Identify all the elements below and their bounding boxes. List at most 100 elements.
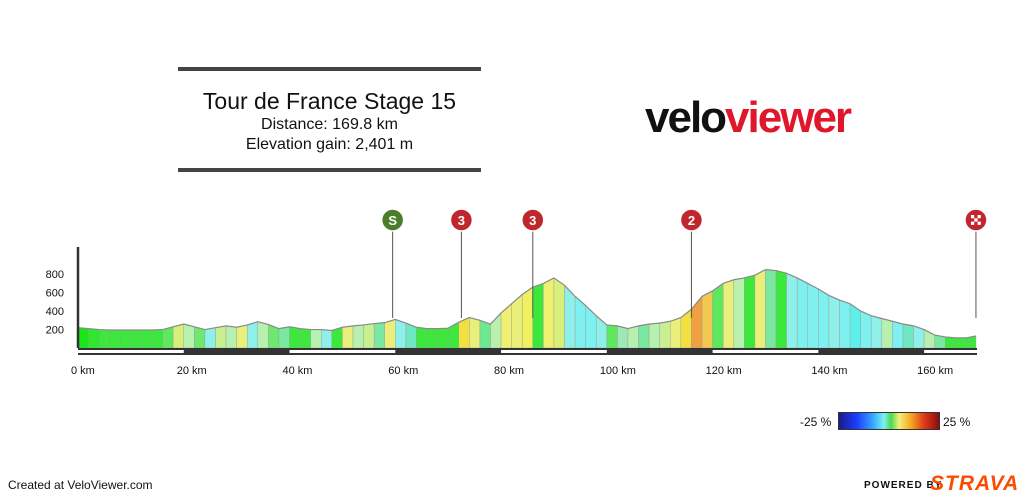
profile-segment <box>321 329 333 349</box>
profile-segment <box>606 324 618 349</box>
profile-segment <box>98 329 110 349</box>
marker-label: 3 <box>458 213 465 228</box>
x-tick-label: 60 km <box>388 365 418 377</box>
marker-label: 2 <box>688 213 695 228</box>
logo-part-viewer: viewer <box>725 93 852 142</box>
profile-segment <box>162 326 174 349</box>
profile-segment <box>617 325 629 349</box>
checker-square <box>977 221 981 225</box>
x-axis-segment <box>78 350 184 353</box>
profile-segment <box>797 277 808 349</box>
profile-segment <box>754 269 766 349</box>
elevation-gain-label: Elevation gain: 2,401 m <box>245 136 414 153</box>
veloviewer-logo: veloviewer <box>645 93 852 143</box>
profile-segment <box>871 315 883 349</box>
profile-segment <box>426 328 438 349</box>
legend-high-label: 25 % <box>943 415 971 429</box>
profile-segment <box>860 310 872 349</box>
profile-segment <box>733 277 745 349</box>
profile-segment <box>775 270 787 349</box>
profile-segment <box>765 269 777 349</box>
profile-segment <box>77 327 89 349</box>
profile-segment <box>680 308 692 349</box>
profile-segment <box>585 305 597 349</box>
x-axis-segment <box>924 350 1023 353</box>
checker-square <box>970 221 975 225</box>
profile-segment <box>447 321 459 349</box>
profile-segment <box>395 319 407 349</box>
climb-marker <box>449 208 474 232</box>
profile-segment <box>722 279 734 349</box>
profile-segment <box>892 320 904 349</box>
profile-segment <box>289 326 301 349</box>
profile-segment <box>945 336 957 349</box>
profile-line <box>77 268 977 339</box>
title-rule-top <box>178 67 481 71</box>
profile-segment <box>627 325 639 349</box>
profile-segment <box>109 329 121 349</box>
profile-segment <box>955 337 967 349</box>
profile-segment <box>373 322 385 349</box>
profile-segment <box>247 321 258 349</box>
marker-label: 3 <box>529 213 536 228</box>
x-tick-label: 160 km <box>917 365 953 377</box>
profile-segment <box>236 324 248 349</box>
profile-segment <box>828 295 840 349</box>
x-tick-label: 140 km <box>811 365 847 377</box>
profile-segment <box>670 317 682 349</box>
profile-segment <box>257 321 269 349</box>
page-title: Tour de France Stage 15 <box>202 88 457 114</box>
y-tick-label: 600 <box>46 288 64 300</box>
profile-segment <box>299 328 311 349</box>
powered-by-label: POWERED BY <box>864 480 943 491</box>
checker-square <box>974 218 978 222</box>
x-axis-segment <box>712 350 819 353</box>
x-tick-label: 20 km <box>177 365 207 377</box>
profile-segment <box>416 327 428 349</box>
profile-segment <box>839 299 851 349</box>
profile-segment <box>532 283 544 349</box>
profile-segment <box>151 329 163 349</box>
profile-segment <box>807 283 819 349</box>
profile-segment <box>384 319 396 349</box>
legend-low-label: -25 % <box>800 415 832 429</box>
profile-segment <box>310 329 322 349</box>
profile-segment <box>638 323 650 349</box>
gradient-legend-bar <box>838 412 940 430</box>
elevation-chart: 200 400 600 800 0 km 20 km 40 km 60 km 80 km 100 … <box>46 208 1023 377</box>
profile-segment <box>215 325 227 349</box>
profile-segment <box>818 288 830 349</box>
sprint-marker <box>380 208 405 232</box>
profile-segment <box>786 272 798 349</box>
profile-segment <box>172 323 184 349</box>
y-tick-label: 200 <box>46 325 64 337</box>
title-rule-bottom <box>178 168 481 172</box>
profile-segment <box>881 318 893 349</box>
climb-marker <box>679 208 704 232</box>
profile-segment <box>648 322 660 349</box>
profile-segment <box>691 295 703 349</box>
marker-label: S <box>388 213 397 228</box>
profile-segment <box>141 329 153 349</box>
profile-segment <box>352 324 364 349</box>
logo-part-velo: velo <box>645 93 727 142</box>
title-box: Tour de France Stage 15 Distance: 169.8 … <box>178 66 481 172</box>
profile-segment <box>120 329 132 349</box>
x-tick-label: 100 km <box>600 365 636 377</box>
profile-segment <box>522 286 533 349</box>
x-tick-label: 80 km <box>494 365 524 377</box>
profile-segment <box>130 329 142 349</box>
profile-segment <box>469 317 481 349</box>
y-tick-label: 400 <box>46 306 64 318</box>
profile-segment <box>278 326 290 349</box>
x-tick-label: 0 km <box>71 365 95 377</box>
profile-segment <box>437 327 449 349</box>
profile-segment <box>543 277 555 349</box>
profile-segment <box>204 327 216 349</box>
x-axis-segment <box>289 350 396 353</box>
distance-label: Distance: 169.8 km <box>261 116 398 133</box>
created-at-footer[interactable]: Created at VeloViewer.com <box>8 478 153 492</box>
profile-segment <box>183 323 195 349</box>
profile-segment <box>744 274 756 349</box>
profile-segment <box>363 323 375 349</box>
